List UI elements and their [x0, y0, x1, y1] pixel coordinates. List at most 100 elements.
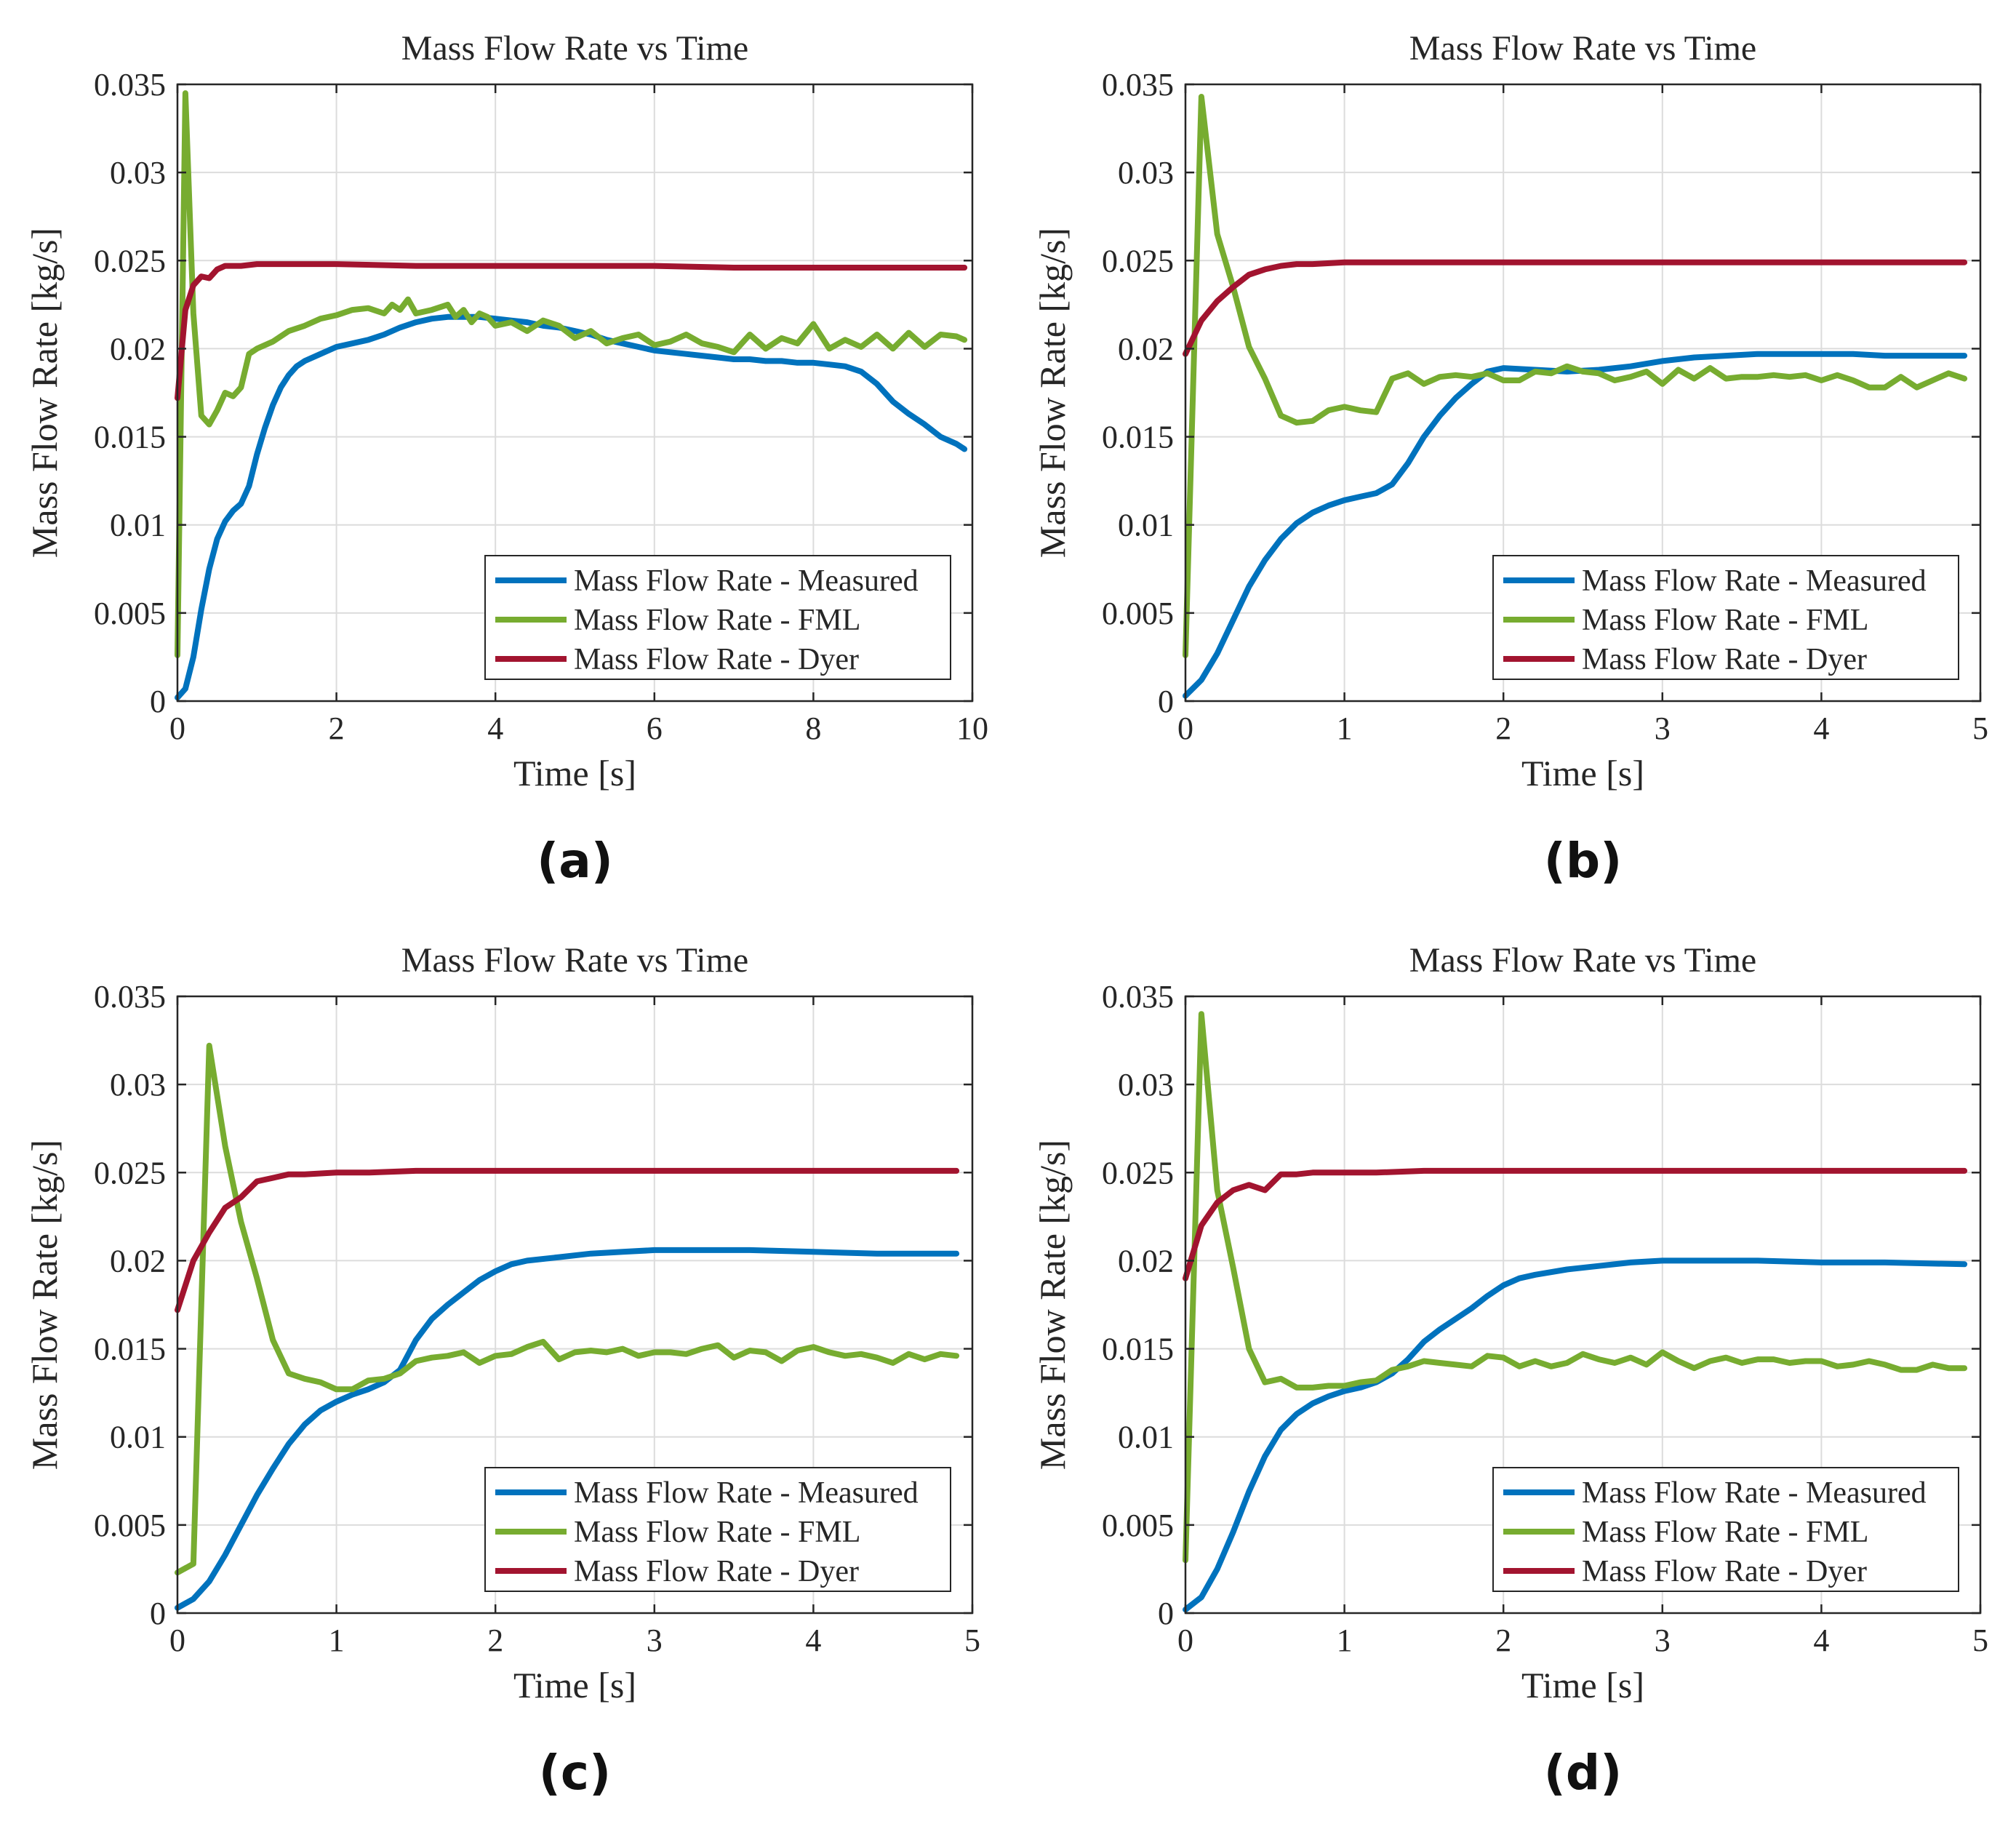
y-tick-label: 0.01 — [110, 508, 166, 543]
y-tick-label: 0 — [1158, 1596, 1174, 1631]
x-tick-label: 4 — [487, 711, 503, 746]
y-tick-label: 0.02 — [110, 331, 166, 367]
x-tick-label: 2 — [329, 711, 345, 746]
legend-label: Mass Flow Rate - FML — [1582, 604, 1868, 637]
x-axis-label: Time [s] — [513, 1665, 636, 1705]
y-tick-label: 0.035 — [94, 67, 166, 103]
legend-label: Mass Flow Rate - FML — [574, 1516, 860, 1549]
x-tick-label: 1 — [1337, 1623, 1353, 1658]
y-tick-label: 0.015 — [94, 420, 166, 455]
series-line-fml — [175, 90, 968, 658]
x-tick-label: 3 — [647, 1623, 663, 1658]
y-tick-label: 0.03 — [1118, 155, 1174, 191]
legend: Mass Flow Rate - Measured Mass Flow Rate … — [484, 1467, 951, 1592]
x-tick-label: 1 — [1337, 711, 1353, 746]
chart-b: Mass Flow Rate vs Time 0 1 2 3 4 5 0 0.005 0.01 0.… — [1032, 29, 1988, 889]
series-line-dyer — [1183, 1167, 1968, 1281]
x-tick-label: 1 — [329, 1623, 345, 1658]
axes-box — [1184, 83, 1982, 703]
axes-box — [176, 995, 974, 1615]
y-tick-label: 0.025 — [1102, 243, 1174, 279]
y-tick-label: 0.03 — [1118, 1067, 1174, 1103]
x-tick-label: 2 — [1495, 1623, 1511, 1658]
x-tick-label: 5 — [1972, 1623, 1988, 1658]
series-line-fml — [1183, 94, 1968, 658]
y-axis-label: Mass Flow Rate [kg/s] — [24, 1140, 65, 1470]
y-tick-label: 0.02 — [110, 1243, 166, 1279]
y-axis-label: Mass Flow Rate [kg/s] — [1032, 1140, 1073, 1470]
y-tick-label: 0.015 — [1102, 1332, 1174, 1367]
x-tick-label: 5 — [964, 1623, 980, 1658]
series-line-measured — [175, 1247, 960, 1611]
x-tick-label: 10 — [956, 711, 988, 746]
y-tick-label: 0.01 — [110, 1420, 166, 1455]
y-tick-label: 0.02 — [1118, 1243, 1174, 1279]
chart-title: Mass Flow Rate vs Time — [1409, 941, 1756, 980]
panel-b: Mass Flow Rate vs Time 0 1 2 3 4 5 0 0.005 0.01 0.… — [1008, 0, 2016, 912]
panel-d: Mass Flow Rate vs Time 0 1 2 3 4 5 0 0.005 0.01 0.… — [1008, 912, 2016, 1824]
panel-caption: (d) — [1544, 1745, 1623, 1801]
x-tick-label: 2 — [1495, 711, 1511, 746]
panel-c: Mass Flow Rate vs Time 0 1 2 3 4 5 0 0.005 0.01 0.… — [0, 912, 1008, 1824]
x-tick-label: 4 — [1813, 1623, 1829, 1658]
y-tick-label: 0 — [1158, 684, 1174, 719]
y-tick-label: 0.02 — [1118, 331, 1174, 367]
y-tick-label: 0.01 — [1118, 1420, 1174, 1455]
y-tick-label: 0.015 — [94, 1332, 166, 1367]
series-line-dyer — [1183, 259, 1968, 357]
legend: Mass Flow Rate - Measured Mass Flow Rate … — [484, 555, 951, 680]
x-tick-label: 5 — [1972, 711, 1988, 746]
y-tick-label: 0.03 — [110, 1067, 166, 1103]
x-tick-label: 6 — [647, 711, 663, 746]
x-tick-label: 0 — [1177, 711, 1193, 746]
y-tick-label: 0 — [150, 1596, 166, 1631]
x-tick-label: 4 — [1813, 711, 1829, 746]
y-tick-label: 0.01 — [1118, 508, 1174, 543]
x-tick-label: 0 — [1177, 1623, 1193, 1658]
legend: Mass Flow Rate - Measured Mass Flow Rate … — [1492, 555, 1959, 680]
panel-a: Mass Flow Rate vs Time 0 2 4 6 8 10 0 0.005 0.01 0… — [0, 0, 1008, 912]
series-line-fml — [1183, 1011, 1968, 1564]
y-tick-label: 0.035 — [94, 979, 166, 1015]
legend: Mass Flow Rate - Measured Mass Flow Rate … — [1492, 1467, 1959, 1592]
chart-c: Mass Flow Rate vs Time 0 1 2 3 4 5 0 0.005 0.01 0.… — [24, 941, 980, 1801]
x-tick-label: 4 — [805, 1623, 821, 1658]
x-tick-label: 3 — [1655, 1623, 1671, 1658]
x-tick-label: 8 — [805, 711, 821, 746]
chart-a: Mass Flow Rate vs Time 0 2 4 6 8 10 0 0.005 0.01 0… — [24, 29, 988, 889]
chart-title: Mass Flow Rate vs Time — [401, 941, 748, 980]
x-tick-label: 0 — [169, 1623, 185, 1658]
panel-caption: (b) — [1544, 833, 1623, 889]
x-tick-label: 3 — [1655, 711, 1671, 746]
legend-label: Mass Flow Rate - FML — [574, 604, 860, 637]
y-tick-label: 0.005 — [1102, 1508, 1174, 1543]
y-tick-label: 0.035 — [1102, 67, 1174, 103]
series-line-measured — [1183, 351, 1968, 699]
y-tick-label: 0.03 — [110, 155, 166, 191]
x-axis-label: Time [s] — [513, 753, 636, 793]
legend-label: Mass Flow Rate - Measured — [574, 564, 919, 598]
x-axis-label: Time [s] — [1521, 1665, 1644, 1705]
y-tick-label: 0.005 — [1102, 596, 1174, 631]
legend-label: Mass Flow Rate - Measured — [1582, 1476, 1927, 1510]
y-tick-label: 0.035 — [1102, 979, 1174, 1015]
y-axis-label: Mass Flow Rate [kg/s] — [24, 228, 65, 558]
panel-caption: (c) — [539, 1745, 611, 1801]
chart-title: Mass Flow Rate vs Time — [401, 29, 748, 68]
legend-label: Mass Flow Rate - Dyer — [1582, 643, 1867, 676]
legend-label: Mass Flow Rate - Dyer — [1582, 1555, 1867, 1588]
y-tick-label: 0.015 — [1102, 420, 1174, 455]
x-tick-label: 2 — [487, 1623, 503, 1658]
series-line-dyer — [175, 261, 968, 401]
y-tick-label: 0.025 — [94, 243, 166, 279]
axes-box — [1184, 995, 1982, 1615]
x-axis-label: Time [s] — [1521, 753, 1644, 793]
legend-label: Mass Flow Rate - FML — [1582, 1516, 1868, 1549]
chart-d: Mass Flow Rate vs Time 0 1 2 3 4 5 0 0.005 0.01 0.… — [1032, 941, 1988, 1801]
y-tick-label: 0.025 — [94, 1155, 166, 1191]
legend-label: Mass Flow Rate - Dyer — [574, 643, 859, 676]
series-line-fml — [175, 1042, 960, 1576]
legend-label: Mass Flow Rate - Measured — [1582, 564, 1927, 598]
panel-caption: (a) — [537, 833, 613, 889]
